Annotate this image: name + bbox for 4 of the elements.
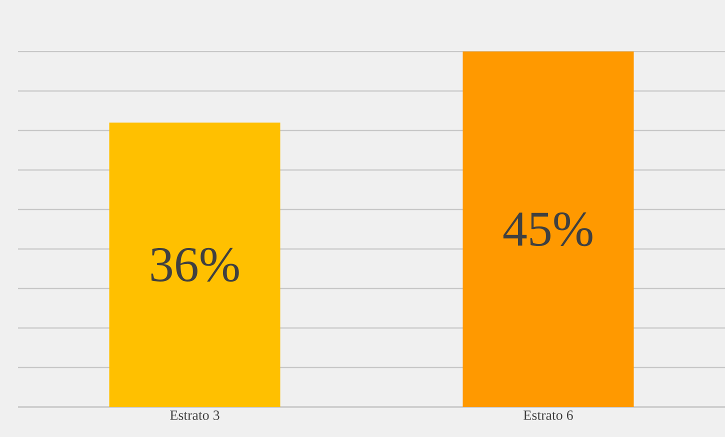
x-tick-label: Estrato 6 [524, 410, 573, 420]
x-tick-label: Estrato 3 [170, 410, 220, 420]
data-label: 36% [151, 248, 239, 282]
data-label: 45% [503, 212, 592, 246]
